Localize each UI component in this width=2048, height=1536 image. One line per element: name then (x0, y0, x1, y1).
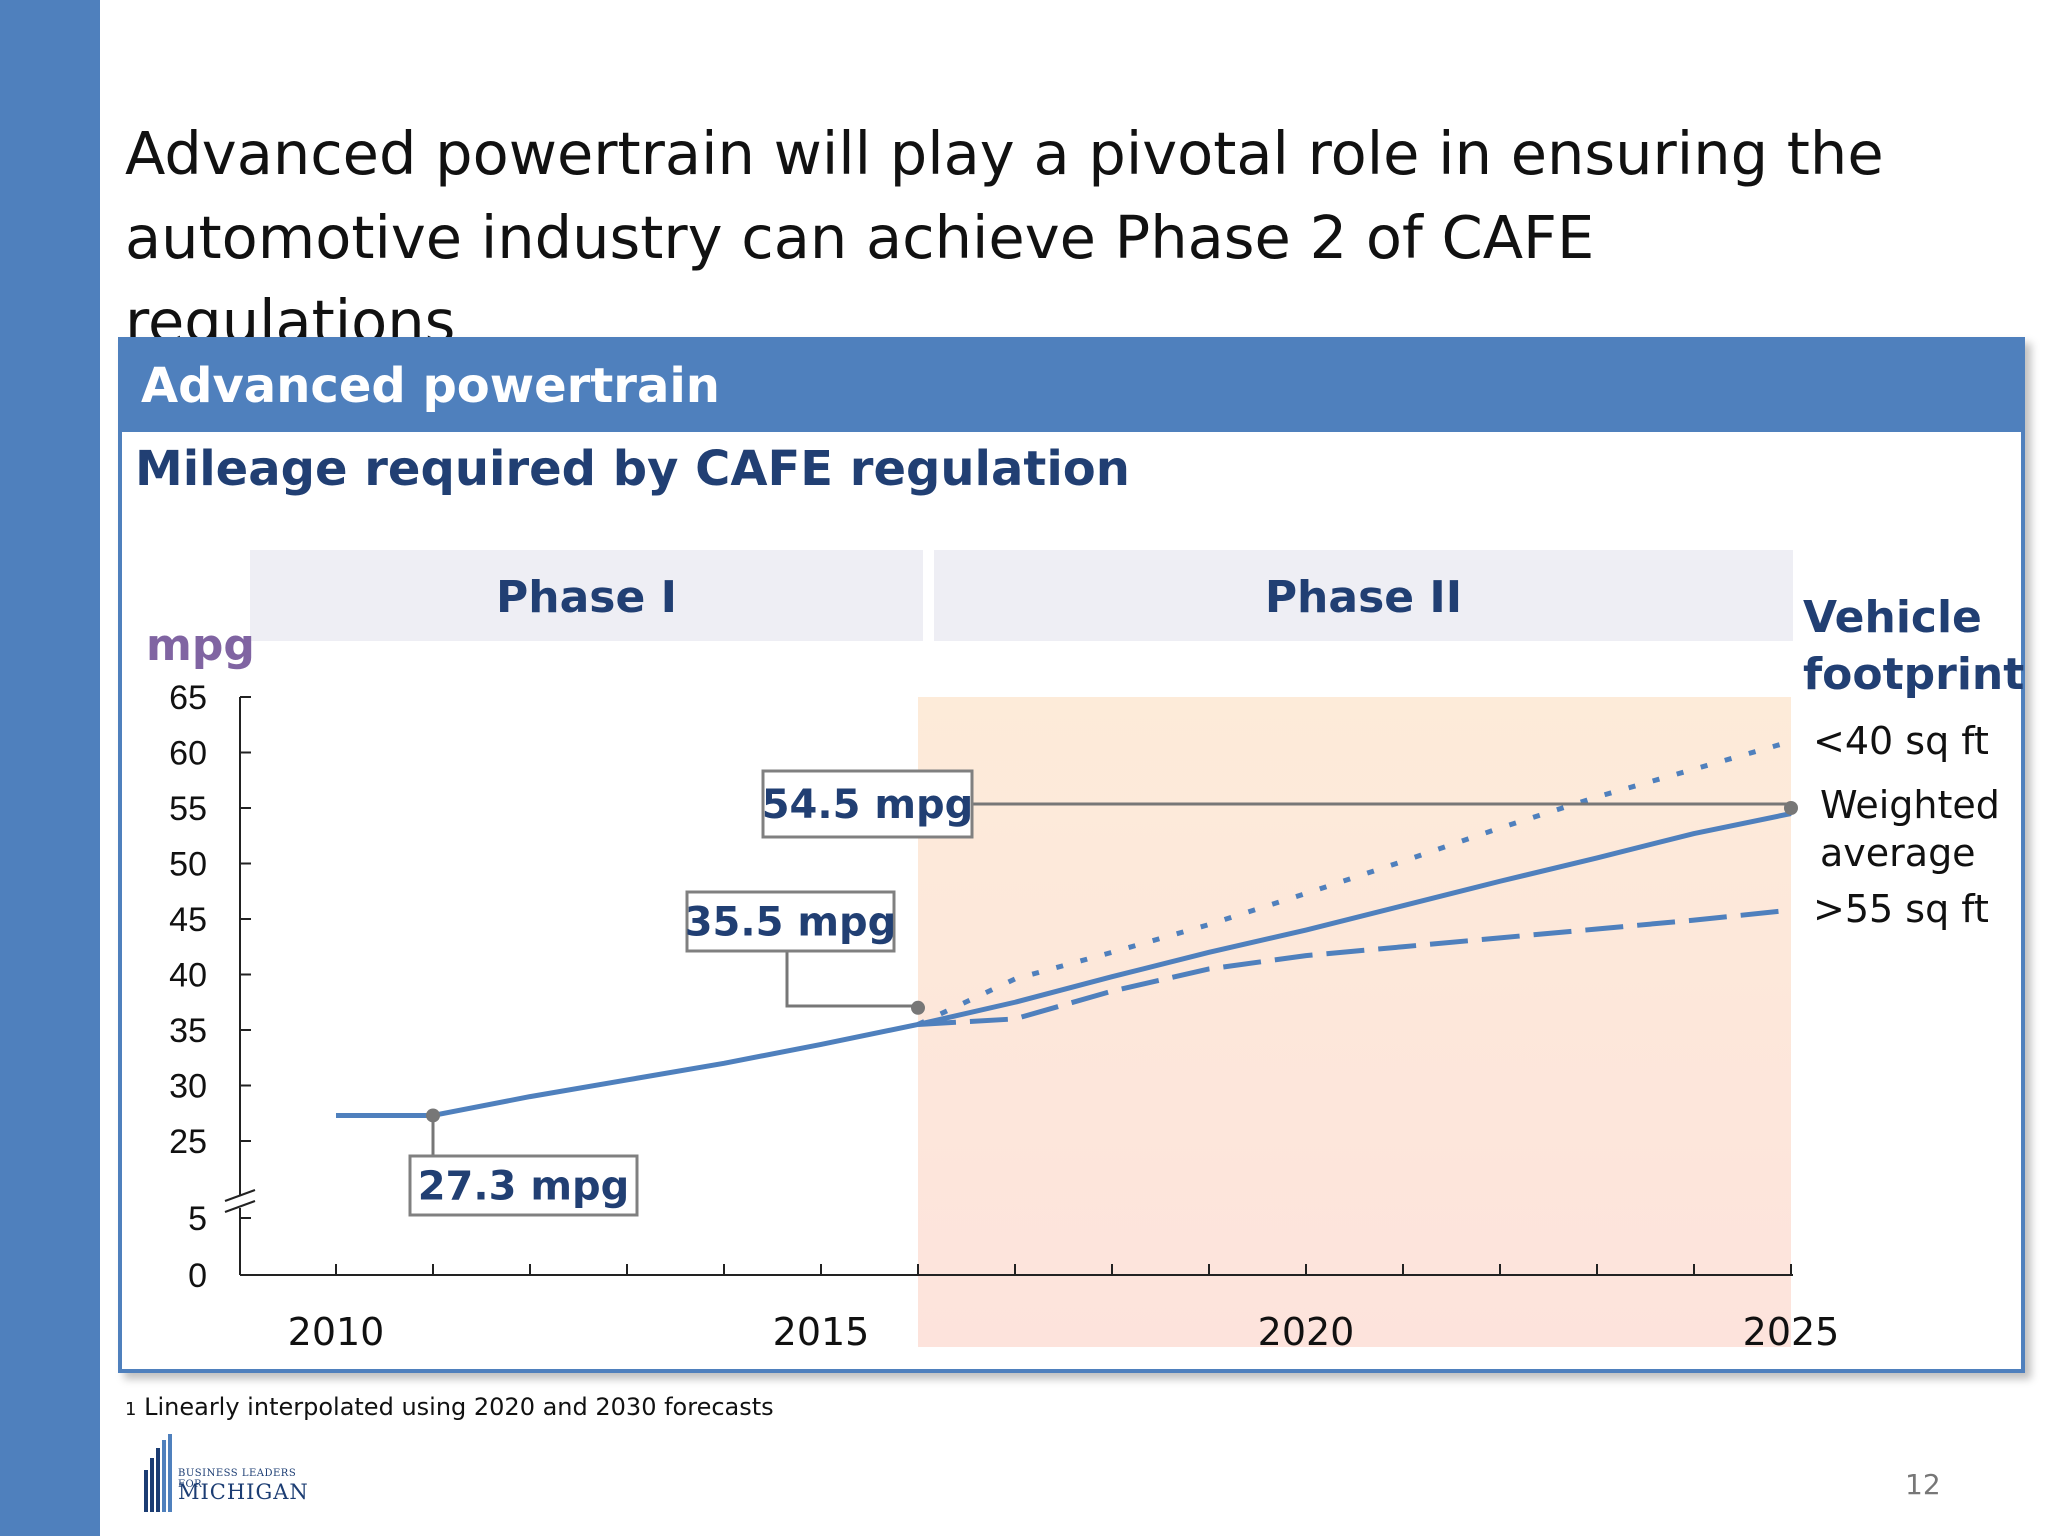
y-tick-label: 50 (169, 846, 207, 884)
page-number: 12 (1905, 1468, 1941, 1501)
legend-entry-3: >55 sq ft (1813, 887, 1989, 931)
axis-break-mark-1 (224, 1189, 256, 1202)
y-tick-label: 45 (169, 901, 207, 939)
y-tick-label: 60 (169, 735, 207, 773)
annotation-box-1 (408, 1154, 639, 1217)
annotation-label-2: 35.5 mpg (685, 900, 897, 946)
panel-subtitle: Mileage required by CAFE regulation (135, 441, 1130, 497)
annotation-leader-2 (785, 951, 918, 1008)
annotation-box-3 (761, 769, 974, 839)
logo-big-text: MICHIGAN (178, 1480, 309, 1504)
footnote: 1 Linearly interpolated using 2020 and 2… (125, 1393, 774, 1421)
legend-entry-1: <40 sq ft (1813, 719, 1989, 763)
y-tick-label: 30 (169, 1068, 207, 1106)
phase-label-2: Phase II (1265, 572, 1462, 623)
y-tick-label: 0 (188, 1257, 207, 1295)
phase-2-shaded-region (918, 697, 1791, 1347)
slide-title-line-1: Advanced powertrain will play a pivotal … (125, 119, 1884, 188)
y-tick-label: 65 (169, 679, 207, 717)
panel-header: Advanced powertrain (122, 341, 2021, 432)
annotation-label-1: 27.3 mpg (418, 1164, 630, 1210)
legend-entry-2: Weighted average (1820, 783, 2000, 875)
series-line-2 (336, 811, 1792, 1118)
footnote-marker: 1 (125, 1399, 137, 1420)
axis-break-mark-2 (224, 1200, 256, 1213)
logo-small-text: BUSINESS LEADERS FOR (178, 1468, 297, 1490)
annotation-dot-3 (1784, 801, 1798, 815)
y-tick-label: 40 (169, 957, 207, 995)
y-tick-label: 55 (169, 790, 207, 828)
y-tick-label: 25 (169, 1123, 207, 1161)
footnote-text: Linearly interpolated using 2020 and 203… (144, 1393, 774, 1421)
legend-title: Vehicle footprint (1803, 592, 2024, 700)
logo-bars-icon (144, 1434, 172, 1512)
slide-title: Advanced powertrain will play a pivotal … (125, 112, 1925, 364)
y-tick-label: 5 (188, 1200, 207, 1238)
phase-band-1 (250, 550, 923, 641)
x-tick-label: 2010 (288, 1310, 385, 1354)
x-tick-label: 2015 (773, 1310, 870, 1354)
left-accent-bar (0, 0, 100, 1536)
y-tick-label: 35 (169, 1012, 207, 1050)
annotation-dot-2 (911, 1000, 925, 1015)
x-tick-label: 2020 (1258, 1310, 1355, 1354)
annotation-label-3: 54.5 mpg (762, 782, 974, 828)
x-tick-label: 2025 (1743, 1310, 1840, 1354)
y-axis-label: mpg (146, 620, 255, 671)
business-leaders-logo: BUSINESS LEADERS FOR MICHIGAN (140, 1430, 310, 1516)
phase-band-2 (934, 550, 1793, 641)
phase-label-1: Phase I (496, 572, 677, 623)
annotation-box-2 (685, 890, 896, 953)
series-line-3 (917, 907, 1792, 1027)
annotation-dot-1 (426, 1108, 440, 1123)
